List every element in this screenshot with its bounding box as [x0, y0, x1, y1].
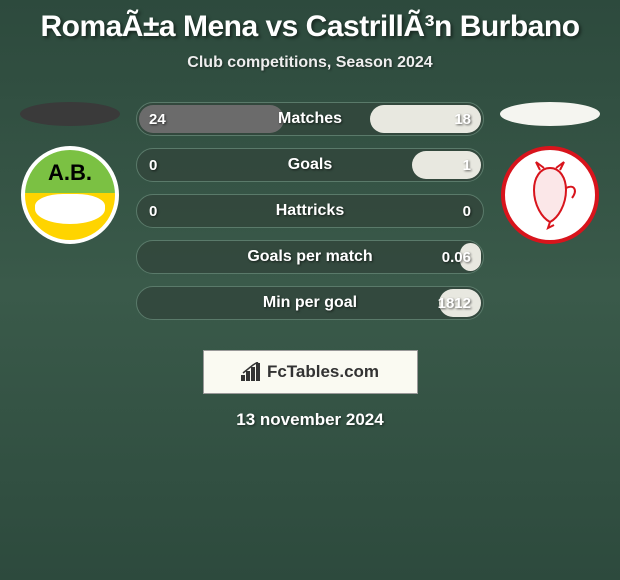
- stats-table: 24Matches180Goals10Hattricks0Goals per m…: [130, 102, 490, 332]
- stat-row: 0Hattricks0: [136, 194, 484, 228]
- club-crest-left: [21, 146, 119, 244]
- page-subtitle: Club competitions, Season 2024: [20, 54, 600, 72]
- stat-label: Matches: [137, 110, 483, 128]
- stat-label: Hattricks: [137, 202, 483, 220]
- stat-value-right: 0.06: [442, 249, 471, 266]
- stat-row: Goals per match0.06: [136, 240, 484, 274]
- stat-value-right: 0: [463, 203, 471, 220]
- club-right: [490, 102, 610, 244]
- stat-row: 24Matches18: [136, 102, 484, 136]
- stat-label: Goals: [137, 156, 483, 174]
- comparison-content: 24Matches180Goals10Hattricks0Goals per m…: [0, 102, 620, 332]
- player-ellipse-right: [500, 102, 600, 126]
- player-ellipse-left: [20, 102, 120, 126]
- stat-value-right: 18: [454, 111, 471, 128]
- stat-value-right: 1: [463, 157, 471, 174]
- stat-row: 0Goals1: [136, 148, 484, 182]
- chart-icon: [241, 362, 263, 382]
- club-left: [10, 102, 130, 244]
- stat-value-right: 1812: [438, 295, 471, 312]
- stat-label: Min per goal: [137, 294, 483, 312]
- stat-row: Min per goal1812: [136, 286, 484, 320]
- stat-label: Goals per match: [137, 248, 483, 266]
- page-title: RomaÃ±a Mena vs CastrillÃ³n Burbano: [20, 10, 600, 44]
- header: RomaÃ±a Mena vs CastrillÃ³n Burbano Club…: [0, 0, 620, 72]
- branding-text: FcTables.com: [267, 362, 379, 382]
- branding-logo[interactable]: FcTables.com: [203, 350, 418, 394]
- devil-icon: [520, 160, 580, 230]
- club-crest-right: [501, 146, 599, 244]
- footer-date: 13 november 2024: [0, 410, 620, 430]
